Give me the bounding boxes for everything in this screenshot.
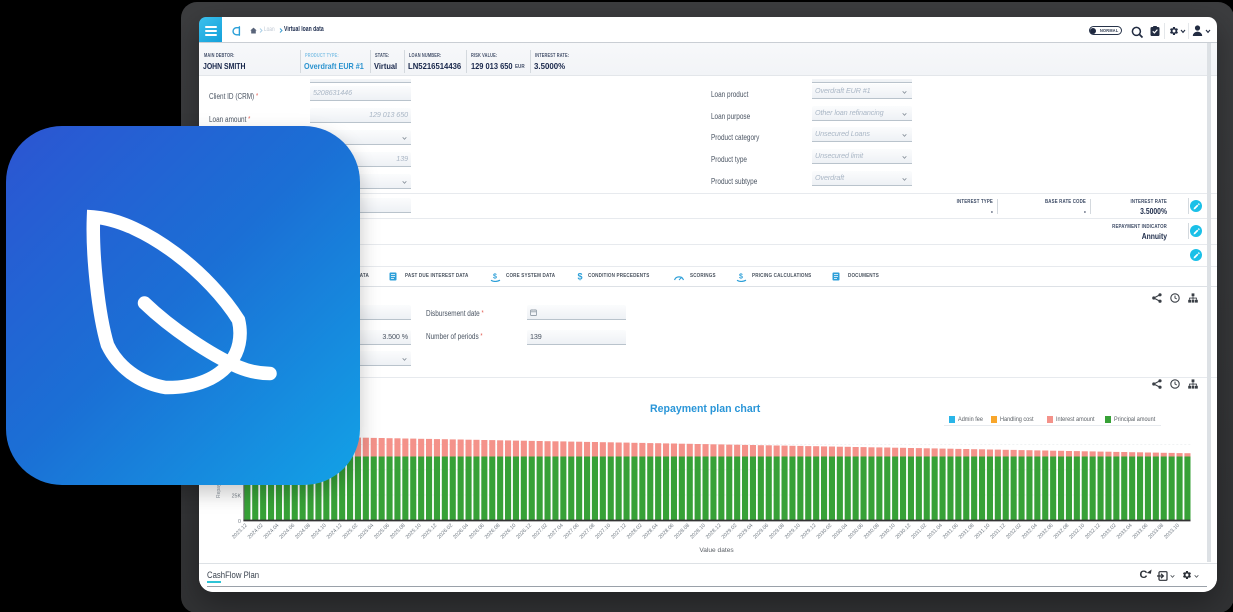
svg-text:2029.08: 2029.08 [768, 523, 786, 541]
svg-text:2024.06: 2024.06 [278, 523, 296, 541]
svg-text:2025.10: 2025.10 [404, 523, 422, 541]
svg-text:2032.06: 2032.06 [1036, 523, 1054, 541]
svg-text:2028.02: 2028.02 [625, 523, 643, 541]
svg-text:2025.04: 2025.04 [357, 523, 375, 541]
svg-text:2023.12: 2023.12 [231, 523, 249, 541]
svg-text:2028.12: 2028.12 [704, 523, 722, 541]
svg-text:2025.02: 2025.02 [341, 523, 359, 541]
svg-text:2029.12: 2029.12 [799, 523, 817, 541]
svg-text:2033.06: 2033.06 [1131, 523, 1149, 541]
svg-text:2026.12: 2026.12 [515, 523, 533, 541]
svg-text:2027.08: 2027.08 [578, 523, 596, 541]
svg-text:2028.08: 2028.08 [673, 523, 691, 541]
svg-text:2033.04: 2033.04 [1115, 523, 1133, 541]
svg-text:2032.02: 2032.02 [1005, 523, 1023, 541]
svg-text:2024.04: 2024.04 [262, 523, 280, 541]
svg-text:2032.12: 2032.12 [1084, 523, 1102, 541]
svg-text:2029.02: 2029.02 [720, 523, 738, 541]
svg-text:2033.10: 2033.10 [1163, 523, 1181, 541]
svg-text:2024.02: 2024.02 [246, 523, 264, 541]
svg-text:$: $ [739, 273, 743, 280]
svg-text:2029.10: 2029.10 [783, 523, 801, 541]
svg-text:2026.08: 2026.08 [483, 523, 501, 541]
svg-text:2028.10: 2028.10 [689, 523, 707, 541]
svg-text:2030.08: 2030.08 [862, 523, 880, 541]
svg-text:2031.10: 2031.10 [973, 523, 991, 541]
svg-text:2031.04: 2031.04 [926, 523, 944, 541]
svg-text:2024.08: 2024.08 [294, 523, 312, 541]
svg-text:2031.08: 2031.08 [957, 523, 975, 541]
svg-text:2028.06: 2028.06 [657, 523, 675, 541]
svg-text:2028.04: 2028.04 [641, 523, 659, 541]
svg-text:2030.02: 2030.02 [815, 523, 833, 541]
svg-text:0: 0 [238, 519, 241, 525]
svg-text:2031.02: 2031.02 [910, 523, 928, 541]
svg-text:2027.04: 2027.04 [546, 523, 564, 541]
svg-text:$: $ [577, 272, 582, 282]
svg-text:25K: 25K [231, 494, 241, 500]
svg-text:2027.06: 2027.06 [562, 523, 580, 541]
svg-text:2032.04: 2032.04 [1020, 523, 1038, 541]
svg-text:2026.10: 2026.10 [499, 523, 517, 541]
svg-text:Value dates: Value dates [699, 547, 734, 554]
svg-text:2029.06: 2029.06 [752, 523, 770, 541]
svg-text:2025.06: 2025.06 [373, 523, 391, 541]
svg-text:2031.12: 2031.12 [989, 523, 1007, 541]
svg-text:2033.02: 2033.02 [1099, 523, 1117, 541]
svg-text:2027.02: 2027.02 [531, 523, 549, 541]
svg-text:2027.12: 2027.12 [610, 523, 628, 541]
svg-text:2030.06: 2030.06 [847, 523, 865, 541]
svg-text:2026.06: 2026.06 [468, 523, 486, 541]
svg-text:2032.10: 2032.10 [1068, 523, 1086, 541]
svg-text:2027.10: 2027.10 [594, 523, 612, 541]
svg-text:2033.08: 2033.08 [1147, 523, 1165, 541]
svg-text:2024.10: 2024.10 [310, 523, 328, 541]
svg-text:2031.06: 2031.06 [941, 523, 959, 541]
svg-text:2030.12: 2030.12 [894, 523, 912, 541]
svg-text:$: $ [493, 273, 497, 280]
svg-text:2029.04: 2029.04 [736, 523, 754, 541]
svg-text:2026.04: 2026.04 [452, 523, 470, 541]
svg-text:2026.02: 2026.02 [436, 523, 454, 541]
svg-text:2030.04: 2030.04 [831, 523, 849, 541]
svg-text:2032.08: 2032.08 [1052, 523, 1070, 541]
svg-text:2025.08: 2025.08 [389, 523, 407, 541]
svg-text:2024.12: 2024.12 [325, 523, 343, 541]
svg-text:2025.12: 2025.12 [420, 523, 438, 541]
svg-text:2030.10: 2030.10 [878, 523, 896, 541]
